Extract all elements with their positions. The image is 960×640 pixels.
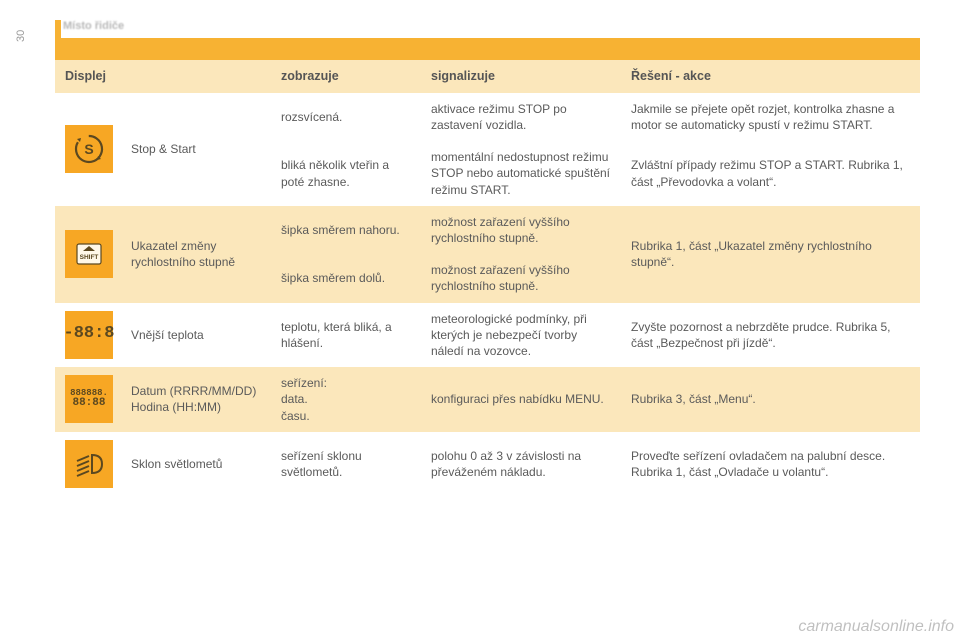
icon-cell [55, 432, 121, 496]
cell-zobrazuje: bliká několik vteřin a poté zhasne. [271, 141, 421, 206]
headlamp-level-icon [65, 440, 113, 488]
page: Místo řidiče 30 Displej zobrazuje signal… [55, 20, 920, 496]
label-cell: Stop & Start [121, 93, 271, 206]
page-number: 30 [15, 30, 27, 42]
icon-cell: 888888. 88:88 [55, 367, 121, 432]
col-zobrazuje: zobrazuje [271, 60, 421, 93]
cell-zobrazuje: teplotu, která bliká, a hlášení. [271, 303, 421, 368]
icon-cell: SHIFT [55, 206, 121, 303]
cell-reseni: Proveďte seřízení ovladačem na palubní d… [621, 432, 920, 496]
cell-reseni: Jakmile se přejete opět rozjet, kontrolk… [621, 93, 920, 141]
shift-icon: SHIFT [65, 230, 113, 278]
stop-start-icon: S [65, 125, 113, 173]
cell-zobrazuje: šipka směrem dolů. [271, 254, 421, 302]
cell-reseni: Zvláštní případy režimu STOP a START. Ru… [621, 141, 920, 206]
table-row: 888888. 88:88 Datum (RRRR/MM/DD) Hodina … [55, 367, 920, 432]
cell-zobrazuje: šipka směrem nahoru. [271, 206, 421, 254]
watermark: carmanualsonline.info [798, 618, 954, 636]
svg-text:S: S [84, 141, 93, 157]
cell-zobrazuje: rozsvícená. [271, 93, 421, 141]
table-header-row: Displej zobrazuje signalizuje Řešení - a… [55, 60, 920, 93]
icon-cell: S [55, 93, 121, 206]
cell-zobrazuje: seřízení: data. času. [271, 367, 421, 432]
col-signalizuje: signalizuje [421, 60, 621, 93]
cell-signalizuje: momentální nedostupnost režimu STOP nebo… [421, 141, 621, 206]
table-row: SHIFT Ukazatel změny rychlostního stupně… [55, 206, 920, 254]
table-row: S Stop & Start rozsvícená. aktivace reži… [55, 93, 920, 141]
cell-reseni: Zvyšte pozornost a nebrzděte prudce. Rub… [621, 303, 920, 368]
temperature-icon: -88:8 [65, 311, 113, 359]
cell-signalizuje: možnost zařazení vyššího rychlostního st… [421, 254, 621, 302]
table-row: -88:8 Vnější teplota teplotu, která blik… [55, 303, 920, 368]
cell-signalizuje: aktivace režimu STOP po zastavení vozidl… [421, 93, 621, 141]
cell-zobrazuje: seřízení sklonu světlometů. [271, 432, 421, 496]
cell-signalizuje: meteorologické podmínky, při kterých je … [421, 303, 621, 368]
indicator-table: Displej zobrazuje signalizuje Řešení - a… [55, 60, 920, 496]
label-cell: Ukazatel změny rychlostního stupně [121, 206, 271, 303]
cell-reseni: Rubrika 3, část „Menu“. [621, 367, 920, 432]
cell-reseni: Rubrika 1, část „Ukazatel změny rychlost… [621, 206, 920, 303]
accent-bar [55, 20, 61, 40]
cell-signalizuje: možnost zařazení vyššího rychlostního st… [421, 206, 621, 254]
label-cell: Vnější teplota [121, 303, 271, 368]
date-time-icon: 888888. 88:88 [65, 375, 113, 423]
icon-cell: -88:8 [55, 303, 121, 368]
cell-signalizuje: polohu 0 až 3 v závislosti na převáženém… [421, 432, 621, 496]
title-banner [55, 38, 920, 60]
label-cell: Sklon světlometů [121, 432, 271, 496]
table-row: Sklon světlometů seřízení sklonu světlom… [55, 432, 920, 496]
col-reseni: Řešení - akce [621, 60, 920, 93]
breadcrumb: Místo řidiče [63, 20, 920, 32]
col-displej: Displej [55, 60, 271, 93]
label-cell: Datum (RRRR/MM/DD) Hodina (HH:MM) [121, 367, 271, 432]
cell-signalizuje: konfiguraci přes nabídku MENU. [421, 367, 621, 432]
